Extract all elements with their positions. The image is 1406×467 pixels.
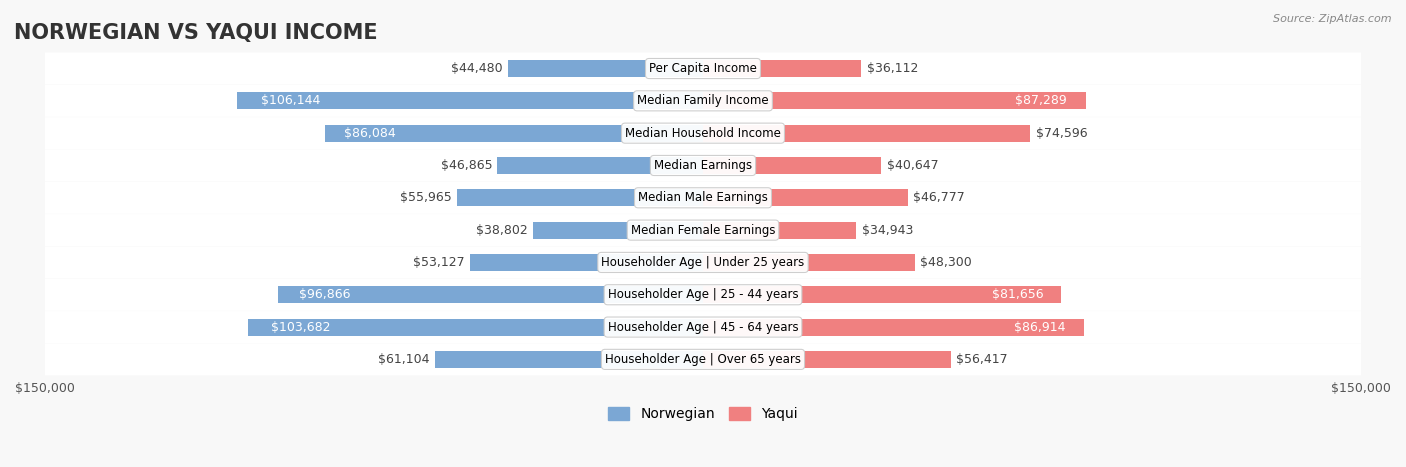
Text: $46,777: $46,777 [914,191,966,204]
Text: $48,300: $48,300 [920,256,972,269]
FancyBboxPatch shape [45,279,1361,311]
Bar [457,189,703,206]
Bar [703,189,908,206]
Text: Householder Age | Under 25 years: Householder Age | Under 25 years [602,256,804,269]
Bar [278,286,703,303]
Bar [238,92,703,109]
Text: $86,084: $86,084 [344,127,396,140]
FancyBboxPatch shape [45,343,1361,375]
Text: NORWEGIAN VS YAQUI INCOME: NORWEGIAN VS YAQUI INCOME [14,23,378,43]
Text: Median Male Earnings: Median Male Earnings [638,191,768,204]
Text: $96,866: $96,866 [299,288,350,301]
Legend: Norwegian, Yaqui: Norwegian, Yaqui [603,402,803,427]
Text: $81,656: $81,656 [991,288,1043,301]
Bar [703,222,856,239]
Text: Median Household Income: Median Household Income [626,127,780,140]
Text: Householder Age | 45 - 64 years: Householder Age | 45 - 64 years [607,320,799,333]
Text: $74,596: $74,596 [1036,127,1087,140]
Text: Median Family Income: Median Family Income [637,94,769,107]
Text: $55,965: $55,965 [401,191,453,204]
Text: Median Earnings: Median Earnings [654,159,752,172]
Text: $103,682: $103,682 [271,320,330,333]
Text: $34,943: $34,943 [862,224,912,237]
Bar [508,60,703,77]
FancyBboxPatch shape [45,117,1361,149]
FancyBboxPatch shape [45,182,1361,214]
Text: Source: ZipAtlas.com: Source: ZipAtlas.com [1274,14,1392,24]
FancyBboxPatch shape [45,214,1361,246]
Bar [247,318,703,336]
Bar [703,92,1085,109]
FancyBboxPatch shape [45,149,1361,182]
Text: $36,112: $36,112 [866,62,918,75]
Bar [703,125,1031,142]
Bar [498,157,703,174]
Bar [703,254,915,271]
Text: $40,647: $40,647 [887,159,938,172]
Text: $38,802: $38,802 [475,224,527,237]
Text: Householder Age | Over 65 years: Householder Age | Over 65 years [605,353,801,366]
FancyBboxPatch shape [45,311,1361,343]
Text: $44,480: $44,480 [451,62,502,75]
Bar [703,318,1084,336]
Text: $61,104: $61,104 [378,353,430,366]
FancyBboxPatch shape [45,247,1361,278]
Text: Median Female Earnings: Median Female Earnings [631,224,775,237]
Text: $53,127: $53,127 [413,256,464,269]
Text: $56,417: $56,417 [956,353,1007,366]
Text: Per Capita Income: Per Capita Income [650,62,756,75]
Text: $87,289: $87,289 [1015,94,1067,107]
Text: $86,914: $86,914 [1014,320,1066,333]
Bar [325,125,703,142]
Text: $46,865: $46,865 [440,159,492,172]
FancyBboxPatch shape [45,52,1361,85]
Text: $106,144: $106,144 [260,94,321,107]
Text: Householder Age | 25 - 44 years: Householder Age | 25 - 44 years [607,288,799,301]
Bar [434,351,703,368]
Bar [703,157,882,174]
Bar [533,222,703,239]
Bar [703,286,1062,303]
Bar [703,351,950,368]
Bar [470,254,703,271]
FancyBboxPatch shape [45,85,1361,117]
Bar [703,60,862,77]
